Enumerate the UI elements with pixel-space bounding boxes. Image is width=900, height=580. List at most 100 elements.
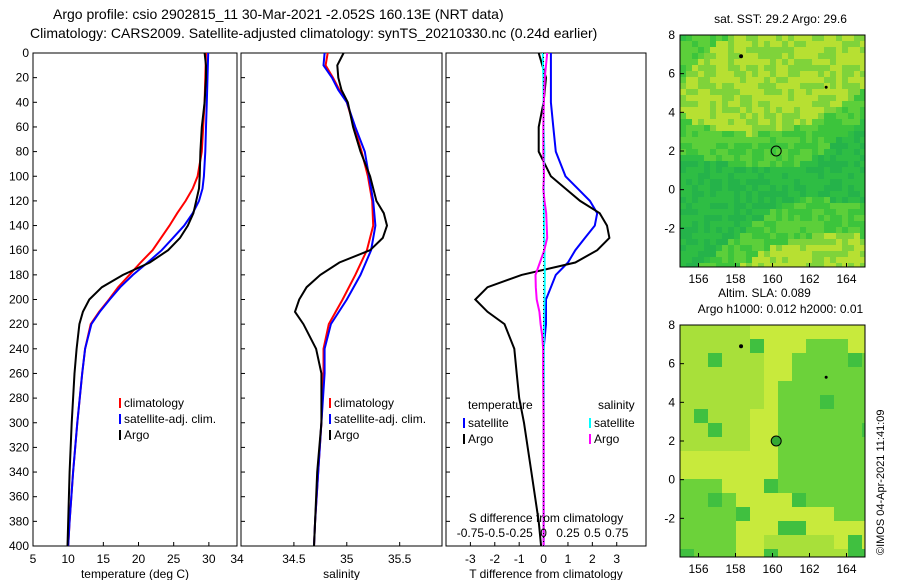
argo-position-marker-sst [770,145,782,157]
x-tick-label: 3 [613,552,620,566]
map-y-tick-label: 6 [668,357,675,371]
legend-label: climatology [334,396,394,410]
map-title-sst: sat. SST: 29.2 Argo: 29.6 [714,12,847,26]
depth-tick-label: 200 [9,293,29,307]
map-x-tick-label: 162 [799,562,819,576]
legend-label: climatology [124,396,184,410]
map-field-sla [680,325,865,557]
depth-tick-label: 340 [9,465,29,479]
depth-tick-label: 380 [9,514,29,528]
map-x-tick-label: 164 [836,562,856,576]
legend-label: satellite-adj. clim. [124,412,216,426]
map-x-tick-label: 164 [836,272,856,286]
x-tick-label: 35 [340,552,354,566]
top-axis-tick-label: 0 [540,526,547,540]
top-axis-tick-label: -0.5 [484,526,505,540]
x-tick-label: 20 [132,552,146,566]
series-temperature-argo [66,52,207,547]
x-tick-label: 1 [565,552,572,566]
x-tick-label: 10 [61,552,75,566]
legend-title-temperature: temperature [468,398,533,412]
map-y-tick-label: 2 [668,434,675,448]
top-axis-tick-label: 0.75 [605,526,629,540]
depth-tick-label: 160 [9,243,29,257]
series-difference-temperature-argo [473,52,611,547]
depth-tick-label: 320 [9,440,29,454]
top-axis-tick-label: 0.5 [584,526,601,540]
depth-tick-label: 80 [16,145,30,159]
map-y-tick-label: -2 [664,511,675,525]
x-tick-label: 35.5 [388,552,412,566]
legend-title-salinity: salinity [598,398,635,412]
legend-label: Argo [334,428,360,442]
series-temperature-satellite-adj-clim- [67,52,210,547]
depth-tick-label: 0 [22,46,29,60]
map-x-tick-label: 156 [688,562,708,576]
legend-label: satellite [468,416,509,430]
island-marker [824,375,828,379]
top-axis-label: S difference from climatology [469,511,624,525]
x-tick-label: -3 [465,552,476,566]
map-y-tick-label: 4 [668,395,675,409]
map-y-tick-label: 2 [668,144,675,158]
map-title-sla-line1: Altim. SLA: 0.089 [718,286,811,300]
depth-tick-label: 260 [9,366,29,380]
depth-tick-label: 60 [16,120,30,134]
depth-tick-label: 140 [9,219,29,233]
x-tick-label: -1 [514,552,525,566]
legend-label: Argo [594,432,620,446]
top-axis-tick-label: 0.25 [556,526,580,540]
depth-tick-label: 300 [9,416,29,430]
island-marker [739,54,744,59]
map-x-tick-label: 156 [688,272,708,286]
depth-tick-label: 100 [9,169,29,183]
map-x-tick-label: 160 [762,272,782,286]
series-salinity-argo [293,52,389,547]
x-tick-label: 5 [30,552,37,566]
map-x-tick-label: 160 [762,562,782,576]
island-marker [739,344,744,349]
depth-tick-label: 180 [9,268,29,282]
legend-label: satellite [594,416,635,430]
depth-tick-label: 360 [9,490,29,504]
map-y-tick-label: 6 [668,67,675,81]
map-y-tick-label: -2 [664,221,675,235]
depth-tick-label: 280 [9,391,29,405]
x-axis-label-salinity: salinity [323,567,360,580]
x-axis-label-difference: T difference from climatology [469,567,623,580]
series-difference-salinity-argo [534,52,549,546]
x-tick-label: -2 [489,552,500,566]
map-y-tick-label: 4 [668,105,675,119]
top-axis-tick-label: -0.25 [505,526,533,540]
series-difference-temperature-satellite [542,53,599,546]
legend-label: Argo [124,428,150,442]
depth-tick-label: 220 [9,317,29,331]
depth-tick-label: 240 [9,342,29,356]
figure-title-line1: Argo profile: csio 2902815_11 30-Mar-202… [53,6,504,22]
argo-position-marker-sla [770,435,782,447]
map-y-tick-label: 0 [668,473,675,487]
map-x-tick-label: 158 [725,562,745,576]
x-tick-label: 30 [202,552,216,566]
map-field-sst [680,35,865,267]
series-salinity-climatology [313,52,375,547]
depth-tick-label: 40 [16,95,30,109]
x-tick-label: 25 [167,552,181,566]
x-tick-label: 15 [97,552,111,566]
legend-label: Argo [468,432,494,446]
depth-tick-label: 120 [9,194,29,208]
depth-tick-label: 20 [16,71,30,85]
map-title-sla: Argo h1000: 0.012 h2000: 0.01 [698,302,864,316]
map-x-tick-label: 158 [725,272,745,286]
x-tick-label: 0 [540,552,547,566]
top-axis-tick-label: -0.75 [457,526,485,540]
credit-stamp: ©IMOS 04-Apr-2021 11:41:09 [875,409,887,555]
island-marker [824,85,828,89]
map-y-tick-label: 8 [668,318,675,332]
x-tick-label: 34.5 [282,552,306,566]
depth-tick-label: 400 [9,539,29,553]
x-tick-label: 34 [230,552,244,566]
x-axis-label-temperature: temperature (deg C) [81,567,189,580]
